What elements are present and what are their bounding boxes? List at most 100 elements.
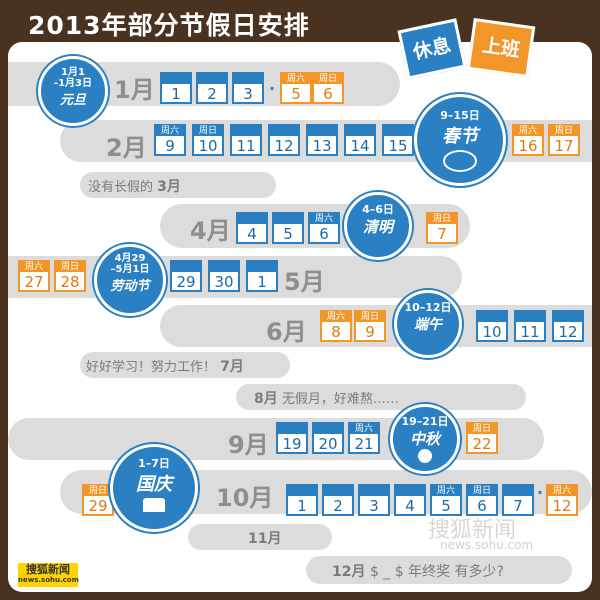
day-number: 3 [243, 85, 253, 103]
day-number: 6 [477, 497, 487, 515]
weekday-label [172, 262, 200, 272]
day-number: 5 [291, 85, 301, 103]
day-number: 15 [388, 137, 408, 155]
workday-box: 周六 27 [18, 260, 50, 292]
holiday-day-box: 3 [358, 484, 390, 516]
weekday-label: 周日 [356, 312, 384, 322]
day-number: 12 [274, 137, 294, 155]
weekday-label: 周日 [550, 126, 578, 136]
day-number: 28 [60, 273, 80, 291]
weekday-label: 周六 [156, 126, 184, 136]
weekday-label: 周六 [548, 486, 576, 496]
holiday-newyear: 1月1 -1月3日 元旦 [38, 56, 108, 126]
workday-box: 周六 12 [546, 484, 578, 516]
weekday-label [270, 126, 298, 136]
day-number: 9 [165, 137, 175, 155]
month-mar-label: 没有长假的 3月 [88, 179, 181, 195]
weekday-label: 周六 [514, 126, 542, 136]
month-may: 5月 [284, 268, 325, 296]
weekday-label [278, 424, 306, 434]
month-jul-label: 好好学习！努力工作！ 7月 [86, 359, 244, 375]
month-jun: 6月 [266, 318, 307, 346]
band-nov [188, 524, 332, 550]
holiday-day-box: 1 [160, 72, 192, 104]
weekday-label [314, 424, 342, 434]
weekday-label: 周日 [314, 74, 342, 84]
weekday-label [238, 214, 266, 224]
weekday-label [198, 74, 226, 84]
day-number: 12 [552, 497, 572, 515]
day-number: 2 [333, 497, 343, 515]
holiday-day-box: 5 [272, 212, 304, 244]
day-number: 21 [354, 435, 374, 453]
holiday-name: 端午 [414, 317, 442, 333]
holiday-day-box: 30 [208, 260, 240, 292]
weekday-label [234, 74, 262, 84]
month-sep: 9月 [228, 431, 269, 459]
holiday-day-box: 3 [232, 72, 264, 104]
weekday-label: 周六 [310, 214, 338, 224]
day-number: 20 [318, 435, 338, 453]
month-jan: 1月 [114, 76, 155, 104]
weekday-label: 周六 [20, 262, 48, 272]
holiday-day-box: 周日 10 [192, 124, 224, 156]
holiday-name: 国庆 [136, 474, 172, 495]
band-aug [236, 384, 526, 410]
month-jul: 7月 [220, 359, 244, 375]
day-number: 6 [319, 225, 329, 243]
weekday-label [478, 312, 506, 322]
holiday-day-box: 20 [312, 422, 344, 454]
holiday-day-box: 周日 6 [466, 484, 498, 516]
weekday-label [308, 126, 336, 136]
weekday-label [554, 312, 582, 322]
day-number: 1 [257, 273, 267, 291]
holiday-day-box: 11 [230, 124, 262, 156]
holiday-day-box: 14 [344, 124, 376, 156]
weekday-label [288, 486, 316, 496]
weekday-label: 周日 [428, 214, 456, 224]
separator-dot: · [269, 79, 276, 98]
day-number: 9 [365, 323, 375, 341]
weekday-label [324, 486, 352, 496]
separator-dot: · [537, 483, 544, 502]
weekday-label [504, 486, 532, 496]
day-number: 5 [441, 497, 451, 515]
weekday-label: 周六 [282, 74, 310, 84]
day-number: 10 [482, 323, 502, 341]
holiday-day-box: 7 [502, 484, 534, 516]
holiday-day-box: 周六 21 [348, 422, 380, 454]
weekday-label [516, 312, 544, 322]
weekday-label [162, 74, 190, 84]
day-number: 29 [88, 497, 108, 515]
month-dec: 12月 [332, 564, 366, 580]
holiday-day-box: 12 [268, 124, 300, 156]
workday-box: 周日 6 [312, 72, 344, 104]
holiday-name: 清明 [362, 218, 393, 236]
holiday-day-box: 4 [394, 484, 426, 516]
watermark-url: news.sohu.com [440, 538, 534, 552]
holiday-day-box: 周六 6 [308, 212, 340, 244]
day-number: 7 [437, 225, 447, 243]
holiday-dragon: 10–12日 端午 [394, 290, 462, 358]
day-number: 16 [518, 137, 538, 155]
month-mar: 3月 [157, 179, 181, 195]
sohu-logo: 搜狐新闻 news.sohu.com [18, 563, 79, 587]
weekday-label [248, 262, 276, 272]
day-number: 3 [369, 497, 379, 515]
weekday-label: 周六 [432, 486, 460, 496]
weekday-label [232, 126, 260, 136]
weekday-label [396, 486, 424, 496]
weekday-label: 周日 [468, 424, 496, 434]
day-number: 13 [312, 137, 332, 155]
day-number: 29 [176, 273, 196, 291]
holiday-day-box: 周六 9 [154, 124, 186, 156]
day-number: 12 [558, 323, 578, 341]
workday-box: 周日 7 [426, 212, 458, 244]
weekday-label: 周六 [350, 424, 378, 434]
lantern-icon [443, 150, 477, 172]
holiday-name: 春节 [442, 126, 478, 147]
day-number: 1 [171, 85, 181, 103]
workday-box: 周日 9 [354, 310, 386, 342]
work-legend-badge: 上班 [466, 17, 536, 79]
